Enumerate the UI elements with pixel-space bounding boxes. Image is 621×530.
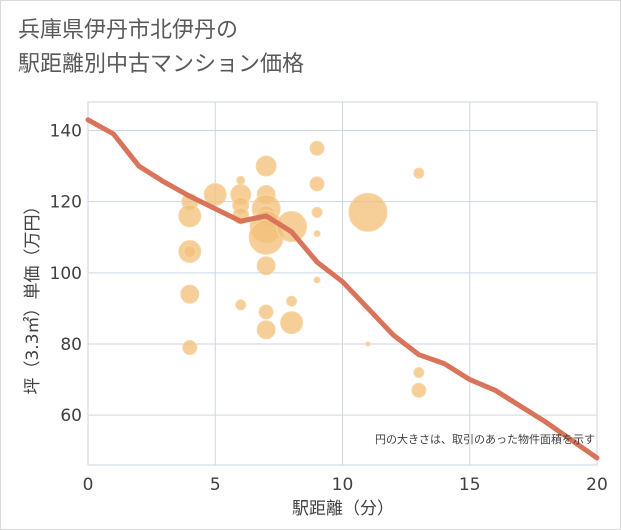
data-bubble xyxy=(203,183,227,207)
x-tick-label: 20 xyxy=(586,475,608,495)
x-axis-label: 駅距離（分） xyxy=(292,499,394,519)
chart-title: 兵庫県伊丹市北伊丹の 駅距離別中古マンション価格 xyxy=(18,14,304,82)
data-bubble xyxy=(309,176,325,192)
tick-layer: 0 5 10 15 20 60 80 100 120 140 xyxy=(50,121,608,495)
x-tick-label: 15 xyxy=(459,475,481,495)
data-bubble xyxy=(348,192,388,232)
data-bubble xyxy=(180,284,200,304)
data-bubble xyxy=(313,276,321,284)
data-bubble xyxy=(182,340,198,356)
trend-line xyxy=(85,117,600,461)
data-bubble xyxy=(236,175,246,185)
data-bubble xyxy=(411,382,427,398)
chart-title-line-2: 駅距離別中古マンション価格 xyxy=(18,52,305,77)
y-tick-label: 60 xyxy=(60,406,82,426)
data-bubble xyxy=(365,341,371,347)
data-bubble xyxy=(235,299,247,311)
y-tick-label: 120 xyxy=(50,193,82,213)
size-legend-note: 円の大きさは、取引のあった物件面積を示す xyxy=(375,432,595,446)
x-tick-label: 5 xyxy=(210,475,221,495)
data-bubble xyxy=(309,140,325,156)
y-tick-label: 140 xyxy=(50,121,82,141)
y-axis-label: 坪（3.3㎡）単価（万円） xyxy=(23,197,43,394)
x-tick-label: 10 xyxy=(332,475,354,495)
x-tick-label: 0 xyxy=(83,475,94,495)
y-tick-label: 100 xyxy=(50,264,82,284)
data-bubble xyxy=(276,211,308,243)
y-tick-label: 80 xyxy=(60,335,82,355)
data-bubble xyxy=(413,167,425,179)
bubble-layer xyxy=(178,140,427,398)
data-bubble xyxy=(286,295,298,307)
chart-title-line-1: 兵庫県伊丹市北伊丹の xyxy=(18,18,239,43)
data-bubble xyxy=(178,204,202,228)
data-bubble xyxy=(311,206,323,218)
data-bubble xyxy=(280,311,304,335)
data-bubble xyxy=(183,244,197,258)
trend-line-layer xyxy=(85,117,600,461)
data-bubble xyxy=(256,320,276,340)
data-bubble xyxy=(313,230,321,238)
data-bubble xyxy=(256,256,276,276)
data-bubble xyxy=(258,304,274,320)
data-bubble xyxy=(255,155,277,177)
data-bubble xyxy=(413,366,425,378)
